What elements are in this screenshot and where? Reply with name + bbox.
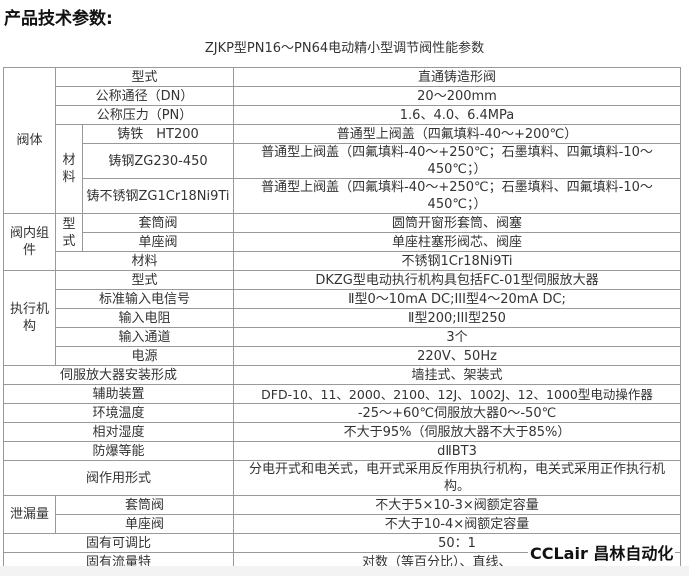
section-heading: 产品技术参数:	[4, 9, 113, 29]
row-value: 20～200mm	[233, 86, 681, 106]
row-value: DKZG型电动执行机构具包括FC-01型伺服放大器	[233, 270, 681, 290]
row-label: 型式	[54, 270, 235, 290]
row-label: 辅助装置	[2, 384, 235, 404]
row-value: 分电开式和电关式，电开式采用反作用执行机构，电关式采用正作执行机构。	[233, 460, 681, 496]
table-row: 输入通道 3个	[4, 327, 681, 347]
table-row: 辅助装置 DFD-10、11、2000、2100、12J、1002J、12、100…	[2, 384, 681, 404]
table-caption: ZJKP型PN16～PN64电动精小型调节阀性能参数	[204, 41, 485, 56]
group-label: 泄漏量	[3, 495, 56, 534]
table-row: 伺服放大器安装形成 墙挂式、架装式	[2, 365, 681, 385]
row-label: 相对湿度	[2, 422, 235, 442]
row-label: 环境温度	[2, 403, 235, 423]
table-row: 执行机构 型式 DKZG型电动执行机构具包括FC-01型伺服放大器	[3, 270, 681, 366]
table-row: 阀内组件 型式 套筒阀 圆筒开窗形套筒、阀塞	[3, 213, 681, 271]
table-row: 材料 铸铁 HT200 普通型上阀盖（四氟填料-40～+200℃）	[4, 124, 681, 214]
group-label: 阀体	[3, 67, 56, 214]
row-label: 型式	[54, 67, 235, 87]
row-value: 圆筒开窗形套筒、阀塞	[233, 213, 681, 233]
row-label: 套筒阀	[54, 495, 235, 515]
row-value: 220V、50Hz	[233, 346, 681, 366]
row-label: 材料	[54, 251, 235, 271]
row-value: DFD-10、11、2000、2100、12J、1002J、12、1000型电动…	[233, 384, 681, 404]
table-row: 环境温度 -25～+60℃伺服放大器0～-50℃	[2, 403, 681, 423]
group-label: 执行机构	[3, 270, 56, 366]
table-row: 电源 220V、50Hz	[4, 346, 681, 366]
table-row: 输入电阻 Ⅱ型200;III型250	[4, 308, 681, 328]
table-row: 公称通径（DN） 20～200mm	[4, 86, 681, 106]
row-value: dⅡBT3	[233, 441, 681, 461]
row-label: 公称通径（DN）	[54, 86, 235, 106]
row-label: 电源	[54, 346, 235, 366]
row-value: Ⅱ型200;III型250	[233, 308, 681, 328]
row-value: 不大于10-4×阀额定容量	[233, 514, 681, 534]
row-value: 3个	[233, 327, 681, 347]
table-row: 铸不锈钢ZG1Cr18Ni9Ti 普通型上阀盖（四氟填料-40～+250℃；石墨填…	[4, 178, 681, 214]
row-label: 单座阀	[54, 514, 235, 534]
row-label: 输入通道	[54, 327, 235, 347]
watermark-logo: CCLair 昌林自动化	[528, 540, 676, 564]
row-label: 标准输入电信号	[54, 289, 235, 309]
row-label: 防爆等能	[2, 441, 235, 461]
row-value: 直通铸造形阀	[233, 67, 681, 87]
row-value: 普通型上阀盖（四氟填料-40～+200℃）	[233, 124, 681, 144]
table-row: 标准输入电信号 Ⅱ型0～10mA DC;III型4～20mA DC;	[4, 289, 681, 309]
row-value: 普通型上阀盖（四氟填料-40～+250℃；石墨填料、四氟填料-10～450℃；）	[233, 178, 681, 214]
row-label: 铸铁 HT200	[81, 124, 235, 144]
table-row: 阀作用形式 分电开式和电关式，电开式采用反作用执行机构，电关式采用正作执行机构。	[2, 460, 681, 496]
table-row: 防爆等能 dⅡBT3	[2, 441, 681, 461]
row-value: 单座柱塞形阀芯、阀座	[233, 232, 681, 252]
table-row: 公称压力（PN） 1.6、4.0、6.4MPa	[4, 105, 681, 125]
row-value: 1.6、4.0、6.4MPa	[233, 105, 681, 125]
row-label: 阀作用形式	[2, 460, 235, 496]
row-label: 固有可调比	[2, 533, 235, 553]
row-value: Ⅱ型0～10mA DC;III型4～20mA DC;	[233, 289, 681, 309]
row-label: 铸不锈钢ZG1Cr18Ni9Ti	[81, 178, 235, 214]
page-bottom-strip	[0, 566, 689, 576]
row-value: 不锈钢1Cr18Ni9Ti	[233, 251, 681, 271]
spec-table: 阀体 型式 直通铸造形阀 公称通径（DN） 20～200mm 公称压力（PN） 1.6、…	[2, 67, 681, 572]
table-row: 相对湿度 不大于95%（伺服放大器不大于85%）	[2, 422, 681, 442]
table-row: 单座阀 不大于10-4×阀额定容量	[4, 514, 681, 534]
row-label: 套筒阀	[81, 213, 235, 233]
table-row: 阀体 型式 直通铸造形阀	[3, 67, 681, 214]
row-label: 输入电阻	[54, 308, 235, 328]
table-row: 泄漏量 套筒阀 不大于5×10-3×阀额定容量	[3, 495, 681, 534]
row-label: 单座阀	[81, 232, 235, 252]
table-row: 铸钢ZG230-450 普通型上阀盖（四氟填料-40～+250℃；石墨填料、四氟填…	[4, 143, 681, 179]
row-value: 普通型上阀盖（四氟填料-40～+250℃；石墨填料、四氟填料-10～450℃；）	[233, 143, 681, 179]
row-value: 墙挂式、架装式	[233, 365, 681, 385]
group-label: 型式	[55, 213, 83, 252]
row-value: 不大于5×10-3×阀额定容量	[233, 495, 681, 515]
row-label: 铸钢ZG230-450	[81, 143, 235, 179]
table-row: 单座阀 单座柱塞形阀芯、阀座	[4, 232, 681, 252]
group-label: 阀内组件	[3, 213, 56, 271]
row-value: 不大于95%（伺服放大器不大于85%）	[233, 422, 681, 442]
row-value: -25～+60℃伺服放大器0～-50℃	[233, 403, 681, 423]
row-label: 公称压力（PN）	[54, 105, 235, 125]
group-label: 材料	[55, 124, 83, 214]
row-label: 伺服放大器安装形成	[2, 365, 235, 385]
table-row: 材料 不锈钢1Cr18Ni9Ti	[4, 251, 681, 271]
